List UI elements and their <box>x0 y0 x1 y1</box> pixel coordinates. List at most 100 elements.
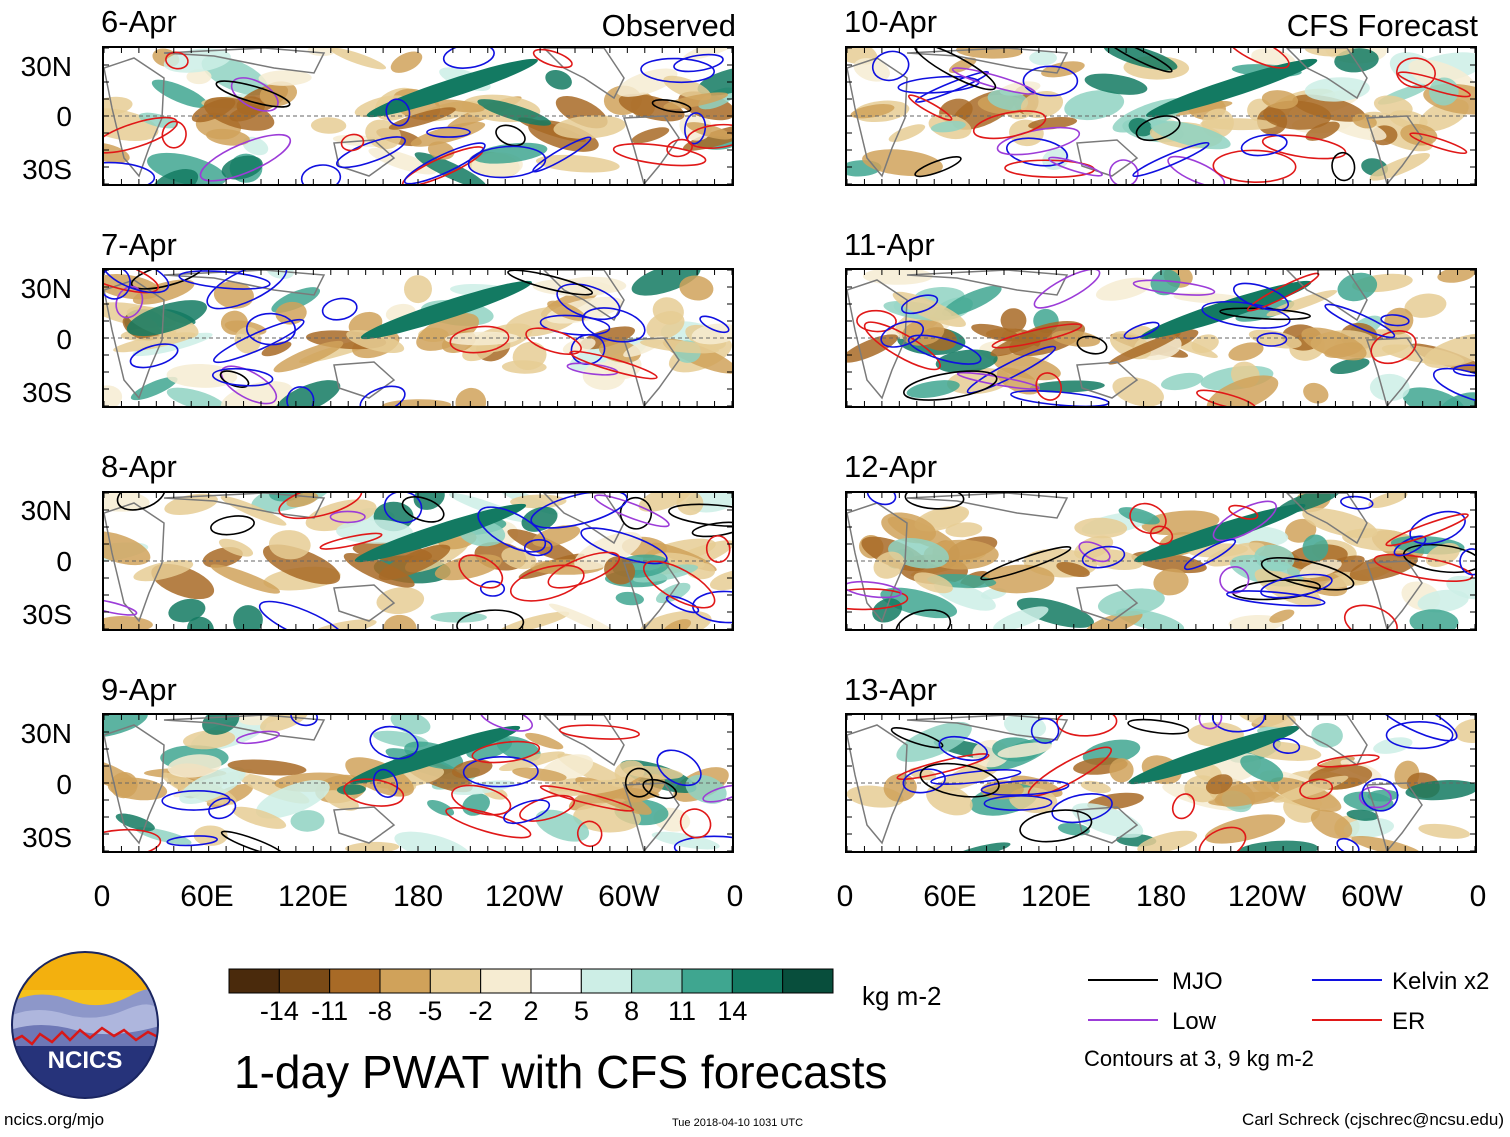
anomaly-blob <box>113 332 196 353</box>
mjo-contour <box>914 156 962 178</box>
coastline <box>906 270 1069 296</box>
coastline <box>542 715 625 767</box>
er-contour <box>863 321 941 371</box>
coastline <box>1076 139 1139 177</box>
anomaly-blob <box>126 300 207 337</box>
mjo-contour <box>130 270 204 290</box>
er-contour <box>705 535 731 563</box>
anomaly-blob <box>631 270 701 296</box>
coastline <box>542 270 625 322</box>
mjo-contour <box>624 767 654 798</box>
anomaly-blob <box>187 616 214 629</box>
kelvin-contour <box>1385 721 1454 750</box>
er-contour <box>1385 513 1469 547</box>
kelvin-contour <box>372 768 399 798</box>
anomaly-blob <box>1103 48 1178 71</box>
anomaly-blob <box>850 104 895 119</box>
kelvin-contour <box>1459 548 1475 576</box>
anomaly-blob <box>1084 73 1148 95</box>
er-contour <box>1246 272 1320 312</box>
er-contour <box>569 350 658 380</box>
er-contour <box>343 778 405 807</box>
kelvin-contour <box>1393 535 1427 557</box>
coastline <box>163 270 326 296</box>
anomaly-blob <box>1302 534 1329 562</box>
coastline <box>622 782 680 851</box>
anomaly-blob <box>623 765 683 780</box>
anomaly-blob <box>881 512 936 544</box>
coastline <box>104 724 165 845</box>
anomaly-blob <box>1303 382 1329 404</box>
lon-label: 120W <box>484 880 564 913</box>
frame-ticks <box>104 270 732 406</box>
er-contour <box>165 51 189 70</box>
map-panel-obs-3 <box>102 713 734 853</box>
colorbar-tick-label: -2 <box>468 996 493 1026</box>
anomaly-blob <box>1084 610 1143 629</box>
anomaly-blob <box>896 721 972 762</box>
coastline <box>847 502 908 623</box>
low-contour <box>329 510 366 524</box>
coastline <box>104 502 165 623</box>
kelvin-contour <box>673 53 724 73</box>
kelvin-contour <box>1324 303 1396 339</box>
anomaly-blob <box>186 69 212 85</box>
kelvin-contour <box>1123 321 1160 340</box>
coastline <box>622 115 680 184</box>
coastline <box>906 493 1069 519</box>
anomaly-blob <box>548 779 628 796</box>
anomaly-blob <box>1373 737 1413 754</box>
lon-label: 120E <box>277 880 349 913</box>
er-contour <box>539 785 635 812</box>
anomaly-blob <box>1373 95 1413 117</box>
anomaly-blob <box>1112 376 1164 406</box>
kelvin-contour <box>532 136 592 173</box>
footer-credit: Carl Schreck (cjschrec@ncsu.edu) <box>1242 1110 1504 1129</box>
anomaly-blob <box>307 48 336 57</box>
observed-label: Observed <box>601 8 736 43</box>
anomaly-blob <box>206 128 250 146</box>
kelvin-contour <box>1361 778 1399 812</box>
anomaly-blob <box>404 275 432 304</box>
anomaly-blob <box>1404 293 1447 318</box>
anomaly-blob <box>1400 123 1438 146</box>
anomaly-blob <box>631 127 670 144</box>
anomaly-blob <box>930 120 966 133</box>
low-contour <box>115 285 144 319</box>
frame-ticks <box>104 48 732 184</box>
anomaly-blob <box>655 582 691 604</box>
er-contour <box>576 820 603 848</box>
er-contour <box>525 327 582 355</box>
anomaly-blob <box>1405 779 1475 801</box>
mjo-contour <box>401 496 445 523</box>
anomaly-blob <box>202 715 240 735</box>
lat-label-30n: 30N <box>20 495 72 526</box>
map-panel-fc-2 <box>845 491 1477 631</box>
anomaly-blob <box>935 349 998 373</box>
er-contour <box>896 753 990 781</box>
anomaly-blob <box>310 117 347 134</box>
anomaly-blob <box>1299 559 1342 579</box>
lat-label-eq: 0 <box>56 769 72 800</box>
er-contour <box>1056 715 1118 737</box>
anomaly-blob <box>1261 90 1299 110</box>
anomaly-blob <box>1437 270 1475 283</box>
anomaly-blob <box>260 715 309 733</box>
low-contour <box>479 715 533 732</box>
lon-label: 120W <box>1227 880 1307 913</box>
er-contour <box>679 808 712 839</box>
anomaly-blob <box>1205 774 1233 795</box>
anomaly-blob <box>548 603 618 629</box>
anomaly-blob <box>847 334 899 363</box>
coastline <box>1285 270 1368 322</box>
lon-label: 0 <box>726 880 744 913</box>
anomaly-blob <box>1402 387 1465 406</box>
er-contour <box>319 532 383 550</box>
kelvin-contour <box>213 318 305 364</box>
anomaly-blob <box>346 330 405 353</box>
anomaly-blob <box>651 831 720 850</box>
lat-label-30s: 30S <box>22 599 72 630</box>
mjo-contour <box>895 609 952 629</box>
anomaly-blob <box>1200 118 1278 131</box>
colorbar-swatch <box>782 968 834 994</box>
